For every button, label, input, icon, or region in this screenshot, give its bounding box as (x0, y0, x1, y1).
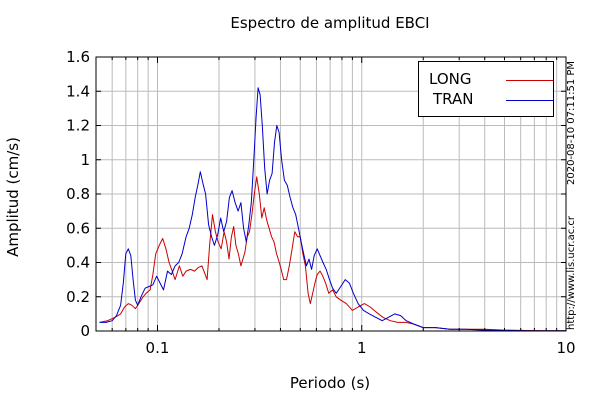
y-tick-label: 0.8 (66, 185, 90, 203)
series-line-tran (99, 87, 566, 332)
y-tick-label: 1.6 (66, 48, 90, 66)
y-tick-label: 0.4 (66, 254, 90, 272)
legend: LONG TRAN (418, 61, 554, 117)
y-tick-label: 0.2 (66, 288, 90, 306)
y-tick-label: 0.6 (66, 219, 90, 237)
legend-label-long: LONG (429, 70, 472, 88)
legend-label-tran: TRAN (433, 90, 474, 108)
y-tick-label: 1 (80, 151, 90, 169)
source-url-label: http://www.lis.ucr.ac.cr (566, 216, 577, 330)
y-tick-label: 1.2 (66, 117, 90, 135)
x-tick-label: 1 (357, 339, 367, 357)
axis-ticks: 0 0.2 0.4 0.6 0.8 1 1.2 1.4 1.6 0.1 1 10 (66, 48, 575, 357)
grid-lines (95, 56, 566, 332)
x-tick-label: 0.1 (146, 339, 170, 357)
legend-line-tran (506, 100, 553, 101)
timestamp-label: 2020-08-10 07:11:51 PM (566, 60, 577, 185)
chart-title: Espectro de amplitud EBCI (230, 14, 430, 32)
series-line-long (99, 176, 567, 332)
x-tick-label: 10 (556, 339, 575, 357)
x-axis-label: Periodo (s) (289, 374, 371, 392)
legend-item-tran: TRAN (433, 90, 553, 108)
y-tick-label: 1.4 (66, 82, 90, 100)
legend-item-long: LONG (429, 70, 553, 88)
series-layer (99, 87, 567, 332)
y-tick-label: 0 (80, 322, 90, 340)
y-axis-label: Amplitud (cm/s) (4, 137, 22, 257)
legend-line-long (506, 80, 553, 81)
